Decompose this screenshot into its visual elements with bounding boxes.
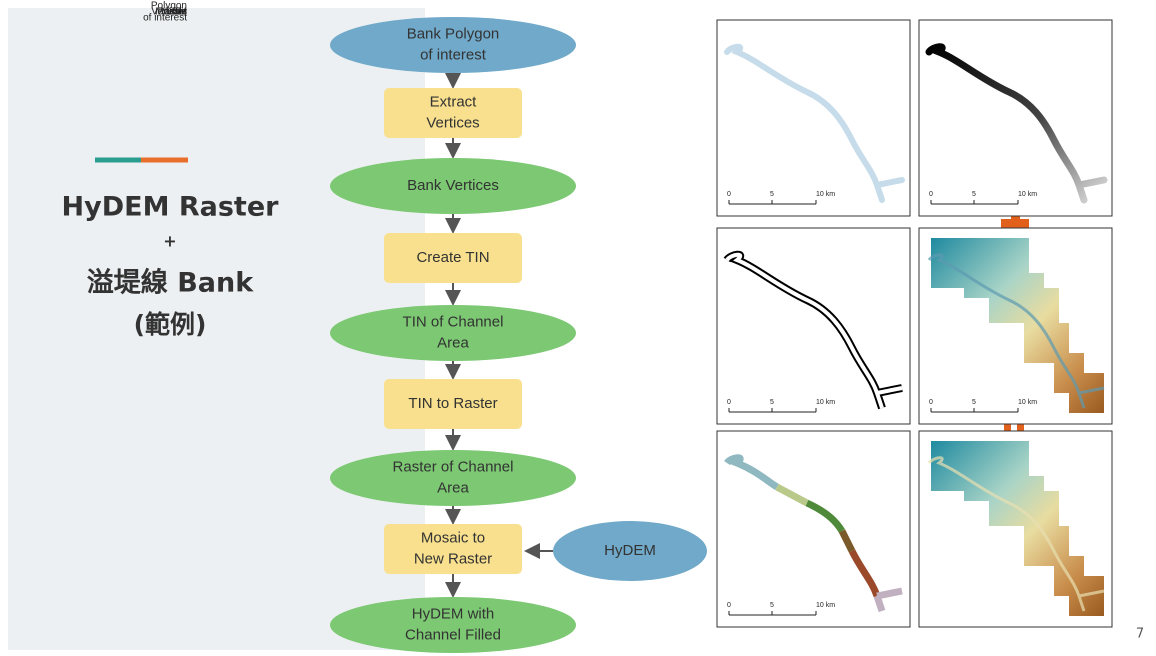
node-label: HyDEM (604, 542, 656, 559)
node-label: Bank Vertices (407, 177, 499, 194)
node-label: Raster of Channel (393, 458, 514, 475)
title: HyDEM Raster (62, 192, 280, 223)
map-label: Mosaic (155, 7, 187, 18)
node-label: TIN to Raster (408, 395, 497, 412)
scale-label: 5 (972, 191, 976, 198)
map-panel: 0 5 10 km (919, 20, 1112, 216)
node-label: of interest (420, 46, 487, 63)
scale-label: 5 (972, 399, 976, 406)
scale-label: 0 (727, 602, 731, 609)
map-panel: 0 5 10 km (717, 431, 910, 627)
node-label: Bank Polygon (407, 25, 500, 42)
scale-label: 10 km (816, 191, 835, 198)
note: (範例) (134, 310, 207, 339)
node-label: Create TIN (416, 249, 489, 266)
node-label: Mosaic to (421, 529, 485, 546)
slide: HyDEM Raster + 溢堤線 Bank (範例) 7 Bank Poly… (0, 0, 1156, 656)
map-panel (919, 431, 1112, 627)
node-label: TIN of Channel (403, 313, 504, 330)
scale-label: 10 km (816, 399, 835, 406)
page-number: 7 (1136, 627, 1144, 642)
node-label: Area (437, 334, 469, 351)
map-panel: 0 5 10 km (717, 20, 910, 216)
page: HyDEM Raster + 溢堤線 Bank (範例) 7 Bank Poly… (0, 0, 1156, 656)
scale-label: 0 (929, 399, 933, 406)
node-label: Area (437, 479, 469, 496)
scale-label: 10 km (1018, 399, 1037, 406)
scale-label: 5 (770, 399, 774, 406)
node-label: Vertices (426, 114, 479, 131)
scale-label: 0 (727, 399, 731, 406)
scale-label: 10 km (1018, 191, 1037, 198)
node-label: New Raster (414, 550, 492, 567)
map-panel: 0 5 10 km (919, 228, 1112, 424)
plus: + (163, 232, 176, 251)
scale-label: 10 km (816, 602, 835, 609)
subtitle: 溢堤線 Bank (87, 267, 254, 299)
node-label: HyDEM with (412, 605, 495, 622)
scale-label: 0 (727, 191, 731, 198)
node-label: Channel Filled (405, 626, 501, 643)
scale-label: 0 (929, 191, 933, 198)
scale-label: 5 (770, 602, 774, 609)
node-label: Extract (430, 93, 478, 110)
map-panel: 0 5 10 km (717, 228, 910, 424)
scale-label: 5 (770, 191, 774, 198)
